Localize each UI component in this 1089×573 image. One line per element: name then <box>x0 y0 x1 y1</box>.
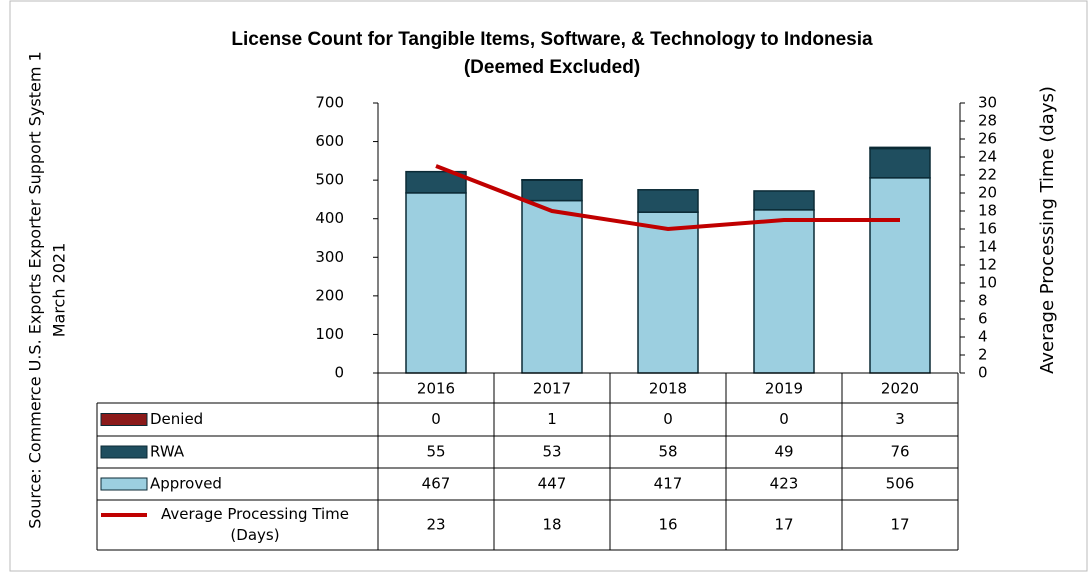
y2-tick-label: 20 <box>978 184 997 202</box>
legend-key <box>100 413 148 426</box>
y-tick-label: 600 <box>315 132 344 150</box>
bar <box>753 190 815 211</box>
y2-tick-label: 0 <box>978 364 988 382</box>
table-value: 76 <box>890 443 909 461</box>
bar <box>869 177 931 374</box>
y-tick-label: 0 <box>334 364 344 382</box>
legend-key <box>100 445 148 459</box>
legend-key <box>100 477 148 491</box>
legend-label-text: Average Processing Time (Days) <box>161 505 349 544</box>
source-note: March 2021 <box>50 243 69 338</box>
x-tick-label: 2016 <box>417 380 455 398</box>
frame <box>9 0 1088 572</box>
chart-title: License Count for Tangible Items, Softwa… <box>231 29 873 50</box>
y2-tick-label: 8 <box>978 292 988 310</box>
legend-label: Denied <box>150 410 203 428</box>
table-value: 1 <box>547 410 557 428</box>
table-value: 53 <box>542 443 561 461</box>
y-tick-label: 400 <box>315 209 344 227</box>
bar <box>637 189 699 213</box>
y2-tick-label: 24 <box>978 148 997 166</box>
table-value: 423 <box>770 475 799 493</box>
bar <box>637 211 699 374</box>
legend-label: RWA <box>150 443 185 461</box>
x-tick-label: 2019 <box>765 380 803 398</box>
table-value: 17 <box>774 516 793 534</box>
chart-title: (Deemed Excluded) <box>464 57 640 78</box>
y-tick-label: 200 <box>315 286 344 304</box>
y2-tick-label: 28 <box>978 112 997 130</box>
bar <box>869 146 931 150</box>
table-value: 0 <box>779 410 789 428</box>
bar <box>753 209 815 374</box>
table-value: 18 <box>542 516 561 534</box>
line <box>435 164 900 232</box>
y2-tick-label: 12 <box>978 256 997 274</box>
table-value: 417 <box>654 475 683 493</box>
table-value: 467 <box>422 475 451 493</box>
bar <box>521 199 583 374</box>
y-tick-label: 500 <box>315 171 344 189</box>
y2-tick-label: 14 <box>978 238 997 256</box>
table-value: 49 <box>774 443 793 461</box>
y2-axis-label: Average Processing Time (days) <box>1037 86 1058 374</box>
x-tick-label: 2020 <box>881 380 919 398</box>
y2-tick-label: 6 <box>978 310 988 328</box>
source-note: Source: Commerce U.S. Exports Exporter S… <box>26 51 45 528</box>
legend-label: Average Processing Time (Days) <box>161 505 349 544</box>
table-value: 0 <box>663 410 673 428</box>
bar <box>405 170 467 194</box>
y-tick-label: 700 <box>315 94 344 112</box>
x-tick-label: 2017 <box>533 380 571 398</box>
y2-tick-label: 16 <box>978 220 997 238</box>
table-value: 506 <box>886 475 915 493</box>
y-tick-label: 100 <box>315 325 344 343</box>
y2-tick-label: 26 <box>978 130 997 148</box>
table-value: 58 <box>658 443 677 461</box>
x-tick-label: 2018 <box>649 380 687 398</box>
table-value: 447 <box>538 475 567 493</box>
table-value: 0 <box>431 410 441 428</box>
bar <box>521 179 583 202</box>
y2-tick-label: 22 <box>978 166 997 184</box>
bar <box>405 192 467 374</box>
y2-tick-label: 18 <box>978 202 997 220</box>
table-value: 23 <box>426 516 445 534</box>
table-value: 3 <box>895 410 905 428</box>
y2-tick-label: 30 <box>978 94 997 112</box>
y2-tick-label: 4 <box>978 328 988 346</box>
table-value: 17 <box>890 516 909 534</box>
table-value: 55 <box>426 443 445 461</box>
table-value: 16 <box>658 516 677 534</box>
bar <box>869 147 931 179</box>
y2-tick-label: 2 <box>978 346 988 364</box>
y-tick-label: 300 <box>315 248 344 266</box>
legend-label: Approved <box>150 475 222 493</box>
y2-tick-label: 10 <box>978 274 997 292</box>
